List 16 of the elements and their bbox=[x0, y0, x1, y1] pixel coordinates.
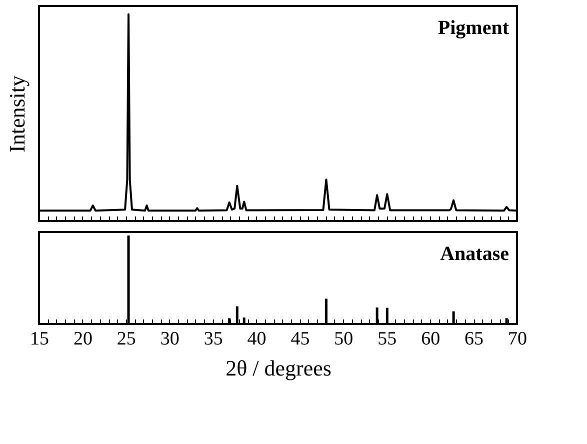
x-tick-label: 15 bbox=[30, 328, 49, 350]
x-tick-label: 65 bbox=[464, 328, 484, 350]
x-tick-label: 50 bbox=[334, 328, 354, 350]
annotation: Pigment bbox=[438, 17, 510, 39]
x-tick-label: 45 bbox=[290, 328, 310, 350]
x-tick-label: 70 bbox=[508, 328, 527, 350]
annotation: Anatase bbox=[440, 243, 510, 265]
y-axis-title: Intensity bbox=[4, 76, 30, 152]
x-tick-label: 40 bbox=[247, 328, 266, 350]
x-tick-label: 60 bbox=[421, 328, 440, 350]
x-tick-label: 20 bbox=[73, 328, 92, 350]
x-axis-title: 2θ / degrees bbox=[226, 356, 332, 380]
x-tick-label: 35 bbox=[204, 328, 223, 350]
x-tick-label: 30 bbox=[160, 328, 180, 350]
x-tick-label: 25 bbox=[116, 328, 136, 350]
x-tick-label: 55 bbox=[378, 328, 397, 350]
